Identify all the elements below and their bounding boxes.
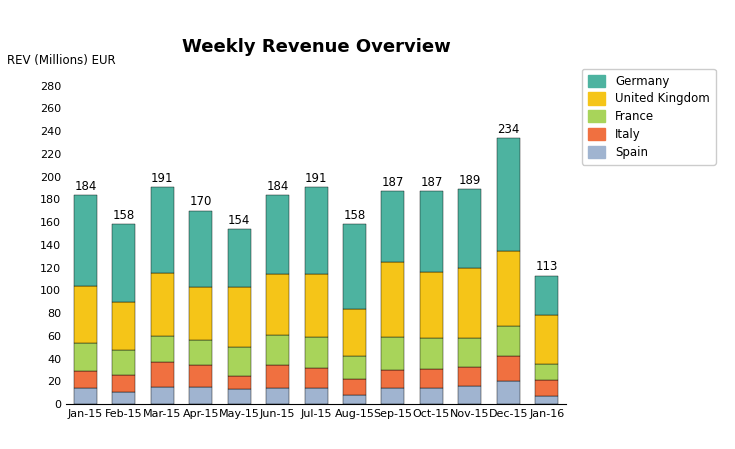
Bar — [228, 229, 251, 287]
Bar — [266, 335, 289, 365]
Bar — [304, 337, 328, 368]
Bar — [381, 191, 404, 262]
Bar — [497, 251, 520, 326]
Bar — [189, 387, 212, 404]
Legend: Germany, United Kingdom, France, Italy, Spain: Germany, United Kingdom, France, Italy, … — [582, 69, 716, 165]
Bar — [74, 343, 97, 371]
Bar — [112, 392, 135, 404]
Bar — [304, 187, 328, 274]
Text: 158: 158 — [343, 209, 365, 222]
Bar — [343, 308, 366, 357]
Bar — [420, 272, 443, 338]
Title: Weekly Revenue Overview: Weekly Revenue Overview — [182, 38, 451, 56]
Text: 113: 113 — [536, 260, 558, 273]
Bar — [420, 191, 443, 272]
Bar — [151, 336, 173, 362]
Bar — [343, 395, 366, 404]
Bar — [535, 364, 559, 380]
Bar — [151, 387, 173, 404]
Text: 158: 158 — [112, 209, 135, 222]
Bar — [151, 362, 173, 387]
Text: 154: 154 — [228, 214, 251, 227]
Bar — [459, 268, 481, 338]
Text: 184: 184 — [74, 180, 96, 193]
Bar — [74, 371, 97, 388]
Bar — [151, 187, 173, 273]
Bar — [112, 349, 135, 374]
Bar — [343, 224, 366, 308]
Bar — [112, 302, 135, 349]
Bar — [497, 381, 520, 404]
Bar — [381, 388, 404, 404]
Bar — [420, 338, 443, 369]
Bar — [535, 396, 559, 404]
Bar — [497, 357, 520, 381]
Bar — [112, 224, 135, 302]
Bar — [74, 286, 97, 343]
Bar — [266, 195, 289, 274]
Bar — [381, 337, 404, 370]
Bar — [304, 274, 328, 337]
Bar — [459, 189, 481, 268]
Bar — [266, 274, 289, 335]
Text: 170: 170 — [190, 195, 212, 208]
Bar — [304, 388, 328, 404]
Bar — [535, 315, 559, 364]
Text: 191: 191 — [151, 172, 173, 185]
Text: 191: 191 — [305, 172, 327, 185]
Text: REV (Millions) EUR: REV (Millions) EUR — [7, 54, 116, 67]
Bar — [381, 370, 404, 388]
Bar — [459, 338, 481, 366]
Bar — [189, 340, 212, 365]
Bar — [228, 389, 251, 404]
Bar — [266, 365, 289, 388]
Bar — [228, 376, 251, 389]
Bar — [420, 369, 443, 388]
Bar — [189, 365, 212, 387]
Bar — [74, 388, 97, 404]
Bar — [497, 138, 520, 251]
Bar — [343, 379, 366, 395]
Bar — [535, 276, 559, 315]
Bar — [381, 262, 404, 337]
Text: 184: 184 — [266, 180, 289, 193]
Bar — [228, 347, 251, 376]
Bar — [189, 287, 212, 340]
Bar — [74, 195, 97, 286]
Text: 189: 189 — [459, 174, 481, 187]
Bar — [151, 273, 173, 336]
Bar — [343, 357, 366, 379]
Bar — [459, 386, 481, 404]
Bar — [497, 326, 520, 357]
Bar — [112, 374, 135, 392]
Bar — [420, 388, 443, 404]
Text: 234: 234 — [497, 123, 520, 136]
Bar — [189, 211, 212, 287]
Text: 187: 187 — [420, 176, 442, 189]
Bar — [228, 287, 251, 347]
Bar — [304, 368, 328, 388]
Bar — [459, 366, 481, 386]
Bar — [535, 380, 559, 396]
Text: 187: 187 — [381, 176, 404, 189]
Bar — [266, 388, 289, 404]
